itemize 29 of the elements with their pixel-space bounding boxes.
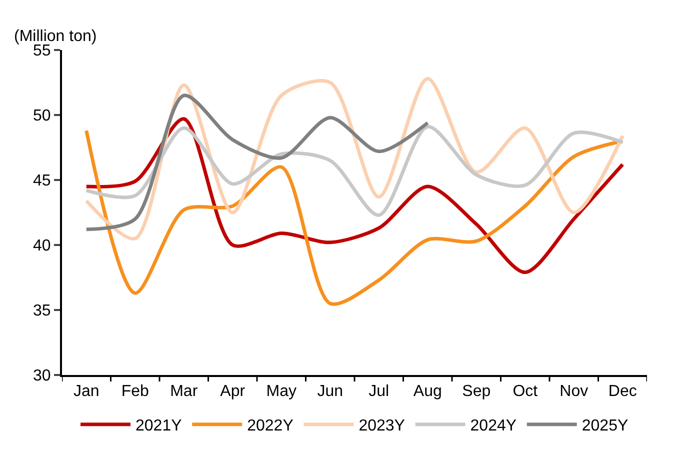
x-tick-label: May — [266, 383, 296, 400]
legend-label: 2024Y — [470, 418, 517, 435]
line-series — [84, 94, 430, 232]
y-tick-label: 35 — [33, 302, 51, 320]
x-tick-label: Apr — [220, 383, 246, 400]
x-tick-label: Aug — [413, 383, 442, 400]
legend-label: 2021Y — [136, 418, 182, 435]
x-tick-label: Mar — [170, 383, 198, 400]
line-series — [84, 124, 624, 217]
x-tick-label: Jun — [317, 383, 344, 400]
x-tick-label: Feb — [121, 383, 150, 400]
x-tick-label: Jan — [73, 383, 100, 400]
x-tick-label: Jul — [368, 383, 390, 400]
y-tick-label: 55 — [33, 42, 51, 60]
legend-label: 2023Y — [358, 418, 406, 435]
y-tick-label: 50 — [33, 108, 51, 125]
y-tick-label: 30 — [33, 368, 51, 385]
x-tick-label: Nov — [560, 383, 588, 400]
line-series — [84, 128, 624, 306]
x-tick-label: Sep — [462, 383, 491, 400]
x-tick-label: Oct — [512, 383, 538, 400]
y-axis-title: (Million ton) — [14, 28, 97, 45]
x-tick-label: Dec — [608, 383, 637, 400]
y-tick-label: 40 — [33, 238, 51, 255]
line-series — [84, 117, 624, 274]
y-tick-label: 45 — [33, 172, 51, 190]
legend-label: 2022Y — [247, 418, 294, 435]
legend-label: 2025Y — [582, 418, 628, 435]
line-series — [84, 76, 624, 240]
